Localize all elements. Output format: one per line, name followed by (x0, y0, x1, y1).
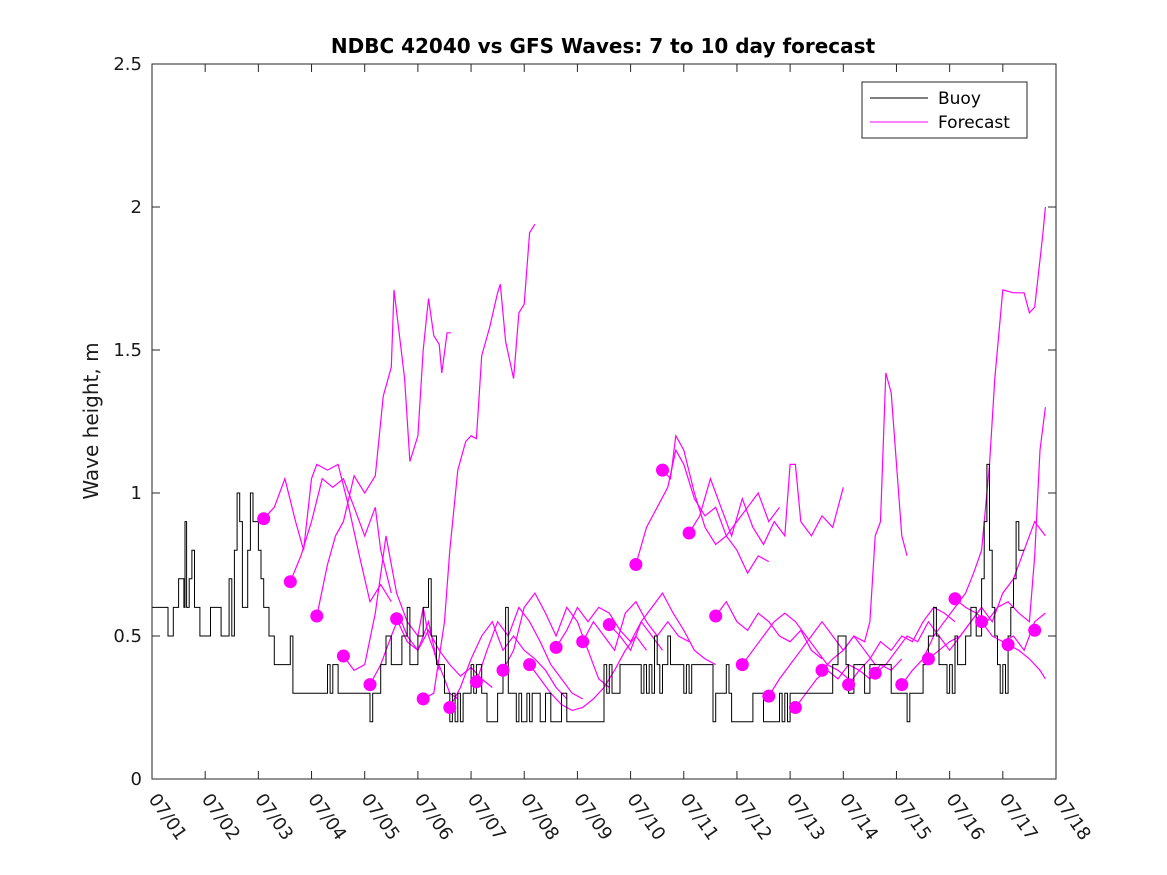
forecast-line (928, 520, 1046, 660)
x-tick-label: 07/17 (995, 790, 1042, 845)
forecast-marker (735, 658, 749, 672)
x-tick-label: 07/02 (197, 790, 244, 845)
forecast-marker (257, 512, 271, 526)
forecast-marker (682, 526, 696, 540)
x-tick-label: 07/09 (569, 790, 616, 845)
x-tick-label: 07/18 (1048, 790, 1095, 845)
forecast-marker (656, 463, 669, 477)
forecast-line (768, 620, 876, 697)
buoy-line (152, 463, 1025, 723)
forecast-line (475, 606, 583, 700)
x-tick-label: 07/04 (303, 790, 350, 845)
forecast-line (582, 600, 690, 652)
forecast-marker (523, 658, 537, 672)
forecast-marker (1028, 623, 1042, 637)
x-tick-label: 07/15 (888, 790, 935, 845)
x-axis: 07/01 07/02 07/03 07/04 07/05 07/06 07/07 07/08… (144, 64, 1095, 844)
forecast-marker (788, 701, 802, 714)
forecast-marker (390, 612, 404, 626)
forecast-line (316, 289, 451, 617)
forecast-line (954, 407, 1046, 623)
forecast-marker (815, 663, 829, 677)
x-tick-label: 07/01 (144, 790, 191, 845)
forecast-line (422, 223, 536, 700)
legend-box (861, 81, 1028, 139)
forecast-marker (975, 615, 989, 629)
x-tick-label: 07/14 (835, 790, 882, 845)
forecast-line (555, 606, 663, 651)
forecast-line (662, 433, 770, 575)
forecast-line (1007, 644, 1046, 680)
forecast-line (715, 600, 823, 660)
forecast-marker (921, 652, 935, 666)
forecast-line (741, 612, 849, 680)
x-tick-label: 07/16 (942, 790, 989, 845)
forecast-marker (416, 692, 430, 706)
legend: Buoy Forecast (861, 81, 1028, 139)
y-tick-label: 1 (131, 483, 142, 504)
forecast-line (901, 206, 1046, 685)
x-tick-label: 07/05 (357, 790, 404, 845)
legend-buoy-label: Buoy (938, 89, 981, 109)
y-tick-label: 0.5 (113, 626, 142, 647)
forecast-line (342, 535, 440, 672)
forecast-marker (842, 678, 856, 692)
y-tick-label: 2.5 (113, 54, 142, 75)
forecast-marker (895, 678, 909, 692)
forecast-line (635, 448, 780, 565)
forecast-marker (576, 635, 590, 649)
forecast-marker (496, 663, 510, 677)
forecast-marker (549, 640, 563, 654)
forecast-marker (336, 649, 350, 663)
forecast-marker (629, 558, 643, 571)
forecast-marker (602, 618, 616, 632)
y-tick-label: 0 (131, 769, 142, 790)
x-tick-label: 07/08 (516, 790, 563, 845)
y-tick-label: 1.5 (113, 340, 142, 361)
x-tick-label: 07/06 (410, 790, 457, 845)
x-tick-label: 07/13 (782, 790, 829, 845)
x-tick-label: 07/10 (622, 790, 669, 845)
plot-frame (151, 63, 1057, 780)
forecast-marker (363, 678, 377, 692)
forecast-line (289, 477, 392, 594)
forecast-marker (762, 689, 776, 703)
y-axis-label: Wave height, m (79, 342, 103, 499)
forecast-marker (283, 575, 297, 589)
series-layer (152, 206, 1046, 723)
forecast-marker (469, 675, 483, 689)
forecast-line (529, 634, 647, 712)
forecast-line (688, 463, 844, 546)
y-axis: 0 0.5 1 1.5 2 2.5 (113, 54, 1056, 790)
forecast-marker (443, 701, 457, 714)
legend-forecast-label: Forecast (938, 113, 1010, 133)
y-tick-label: 2 (131, 197, 142, 218)
x-tick-label: 07/11 (676, 790, 723, 845)
forecast-marker (1001, 638, 1015, 652)
forecast-line (608, 591, 716, 666)
forecast-line (263, 463, 392, 604)
forecast-marker (310, 609, 324, 623)
forecast-line (848, 606, 956, 685)
forecast-line (502, 591, 610, 688)
forecast-marker (868, 666, 882, 680)
x-tick-label: 07/03 (250, 790, 297, 845)
x-tick-label: 07/12 (729, 790, 776, 845)
forecast-marker (948, 592, 962, 606)
x-tick-label: 07/07 (463, 790, 510, 845)
forecast-marker (709, 609, 723, 623)
forecast-line (981, 612, 1046, 652)
chart-title: NDBC 42040 vs GFS Waves: 7 to 10 day for… (331, 34, 876, 58)
forecast-line (821, 372, 908, 671)
